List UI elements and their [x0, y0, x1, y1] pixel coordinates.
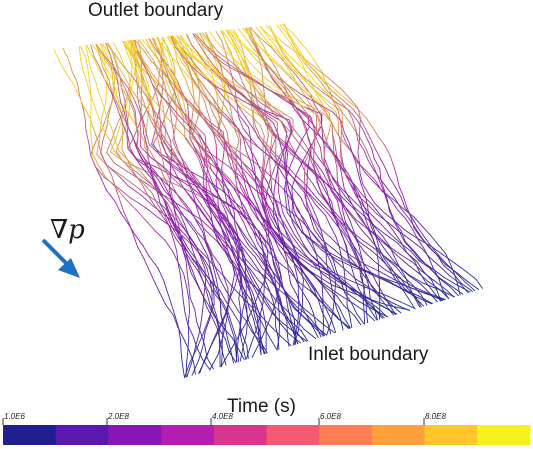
colorbar-tick-label: 2.0E8 [108, 412, 129, 421]
streamline [53, 48, 196, 375]
arrow-shaft [41, 238, 70, 267]
colorbar-segment [108, 425, 162, 445]
streamline [266, 25, 483, 289]
streamline [172, 35, 351, 329]
outlet-boundary-label: Outlet boundary [88, 0, 224, 21]
streamline [96, 43, 249, 359]
streamline [269, 25, 464, 295]
streamline [227, 29, 422, 308]
streamline [166, 36, 322, 338]
streamline [249, 27, 455, 298]
streamline [242, 28, 455, 298]
streamline [134, 39, 307, 342]
streamline [105, 42, 234, 364]
colorbar-tick-label: 8.0E8 [425, 412, 446, 421]
streamline [78, 45, 211, 371]
streamline [122, 41, 292, 347]
streamline [106, 42, 278, 351]
pressure-gradient-arrow [41, 238, 80, 278]
streamline-field [53, 23, 483, 379]
colorbar-segment [3, 425, 57, 445]
streamline [199, 32, 410, 311]
colorbar-segment [371, 425, 426, 445]
inlet-boundary-label: Inlet boundary [308, 344, 429, 365]
streamline [283, 23, 476, 292]
nabla-symbol: ∇ [50, 215, 69, 245]
colorbar-segment [161, 425, 215, 445]
colorbar-segment [55, 425, 109, 445]
streamline [90, 43, 215, 379]
colorbar-segment [213, 425, 267, 445]
streamline [80, 45, 191, 378]
streamline [170, 35, 411, 311]
colorbar-segment [477, 425, 531, 445]
streamline [129, 40, 266, 354]
streamline [259, 26, 469, 294]
streamline [192, 33, 388, 318]
streamline [162, 36, 298, 345]
colorbar-segment [319, 425, 373, 445]
streamline [145, 38, 335, 334]
colorbar-segment [266, 425, 320, 445]
streamline [215, 30, 353, 328]
streamline [192, 33, 445, 301]
colorbar-title: Time (s) [227, 396, 296, 417]
streamline [133, 39, 301, 344]
arrow-head [58, 258, 80, 278]
streamline [171, 35, 416, 310]
streamline [86, 44, 245, 361]
colorbar-tick-label: 4.0E8 [212, 412, 233, 421]
pressure-variable: p [68, 215, 85, 245]
streamline [85, 45, 214, 370]
pressure-gradient-label: ∇p [50, 215, 85, 245]
streamline [95, 43, 238, 363]
streamline [90, 44, 227, 366]
streamline [151, 37, 299, 345]
streamline [138, 39, 280, 350]
colorbar [2, 418, 531, 445]
colorbar-segment [424, 425, 478, 445]
streamline [157, 37, 328, 336]
streamline [180, 34, 388, 318]
streamline [130, 40, 316, 339]
streamline [227, 29, 394, 316]
streamline [220, 30, 402, 314]
colorbar-tick-label: 1.0E6 [4, 412, 25, 421]
streamline [260, 26, 442, 302]
streamline [209, 31, 444, 301]
streamline [279, 23, 473, 292]
streamline [228, 29, 446, 301]
colorbar-tick-label: 6.0E8 [320, 412, 341, 421]
